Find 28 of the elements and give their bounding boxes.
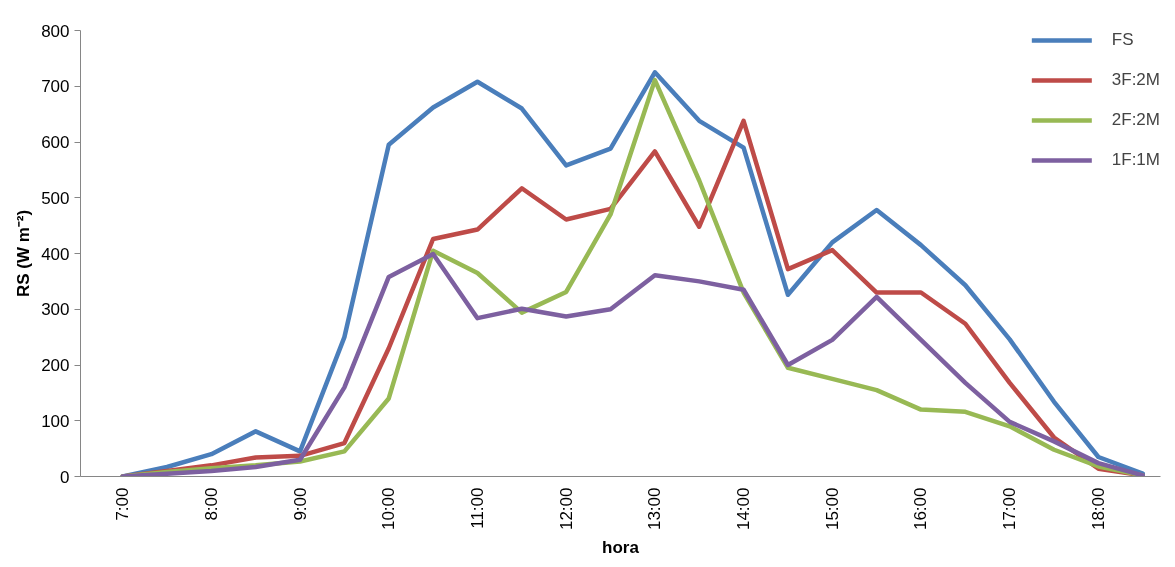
x-tick-label: 13:00 <box>645 487 665 531</box>
x-tick-label: 7:00 <box>113 487 133 521</box>
legend-label: 1F:1M <box>1111 150 1160 170</box>
x-tick-label: 16:00 <box>911 487 931 531</box>
x-tick-label: 10:00 <box>379 487 399 531</box>
x-tick-label: 8:00 <box>201 487 221 521</box>
x-tick-label: 11:00 <box>467 487 487 529</box>
y-tick-label: 800 <box>41 21 70 41</box>
y-axis-title: RS (W m⁻²) <box>14 209 34 298</box>
line-series <box>120 251 1146 477</box>
legend-label: 2F:2M <box>1111 110 1160 130</box>
y-tick-label: 100 <box>41 411 70 431</box>
y-tick-label: 400 <box>41 244 70 264</box>
x-tick-label: 12:00 <box>556 487 576 531</box>
legend-label: 3F:2M <box>1111 70 1160 90</box>
x-tick-label: 14:00 <box>734 487 754 531</box>
x-axis-title: hora <box>602 538 640 558</box>
y-tick-label: 700 <box>41 77 70 97</box>
x-tick-label: 17:00 <box>1000 487 1020 531</box>
x-tick-label: 9:00 <box>290 487 310 521</box>
y-tick-label: 200 <box>41 356 70 375</box>
y-tick-label: 300 <box>41 300 70 320</box>
x-tick-label: 18:00 <box>1088 487 1108 531</box>
y-tick-label: 500 <box>41 188 70 208</box>
y-tick-label: 0 <box>60 467 70 487</box>
legend-label: FS <box>1111 30 1134 50</box>
x-tick-label: 15:00 <box>822 487 842 531</box>
y-tick-label: 600 <box>41 133 70 152</box>
